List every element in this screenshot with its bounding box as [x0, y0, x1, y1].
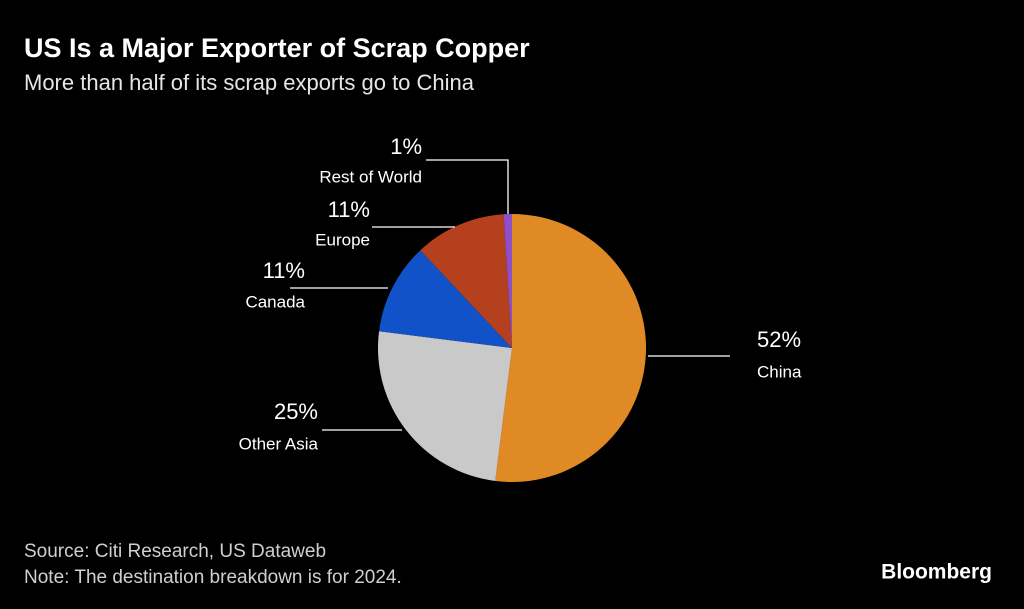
pie-slice: [503, 214, 512, 348]
value-label: 11%: [263, 258, 305, 283]
category-label: Other Asia: [239, 434, 319, 453]
pie-slice: [379, 250, 512, 348]
source: Source: Citi Research, US Dataweb: [24, 541, 326, 562]
category-label: Canada: [245, 292, 305, 311]
value-label: 52%: [757, 327, 801, 352]
note: Note: The destination breakdown is for 2…: [24, 567, 402, 588]
pie-slice: [378, 331, 512, 481]
value-label: 11%: [328, 197, 370, 222]
category-label: Rest of World: [319, 167, 422, 186]
logo: Bloomberg: [881, 561, 992, 584]
category-label: China: [757, 362, 802, 381]
category-label: Europe: [315, 230, 370, 249]
pie-slice: [495, 214, 647, 482]
chart-title: US Is a Major Exporter of Scrap Copper: [24, 33, 530, 63]
leader-line: [426, 159, 509, 214]
pie-slice: [420, 214, 512, 348]
value-label: 25%: [274, 399, 318, 424]
value-label: 1%: [390, 134, 422, 159]
chart-subtitle: More than half of its scrap exports go t…: [24, 70, 475, 95]
